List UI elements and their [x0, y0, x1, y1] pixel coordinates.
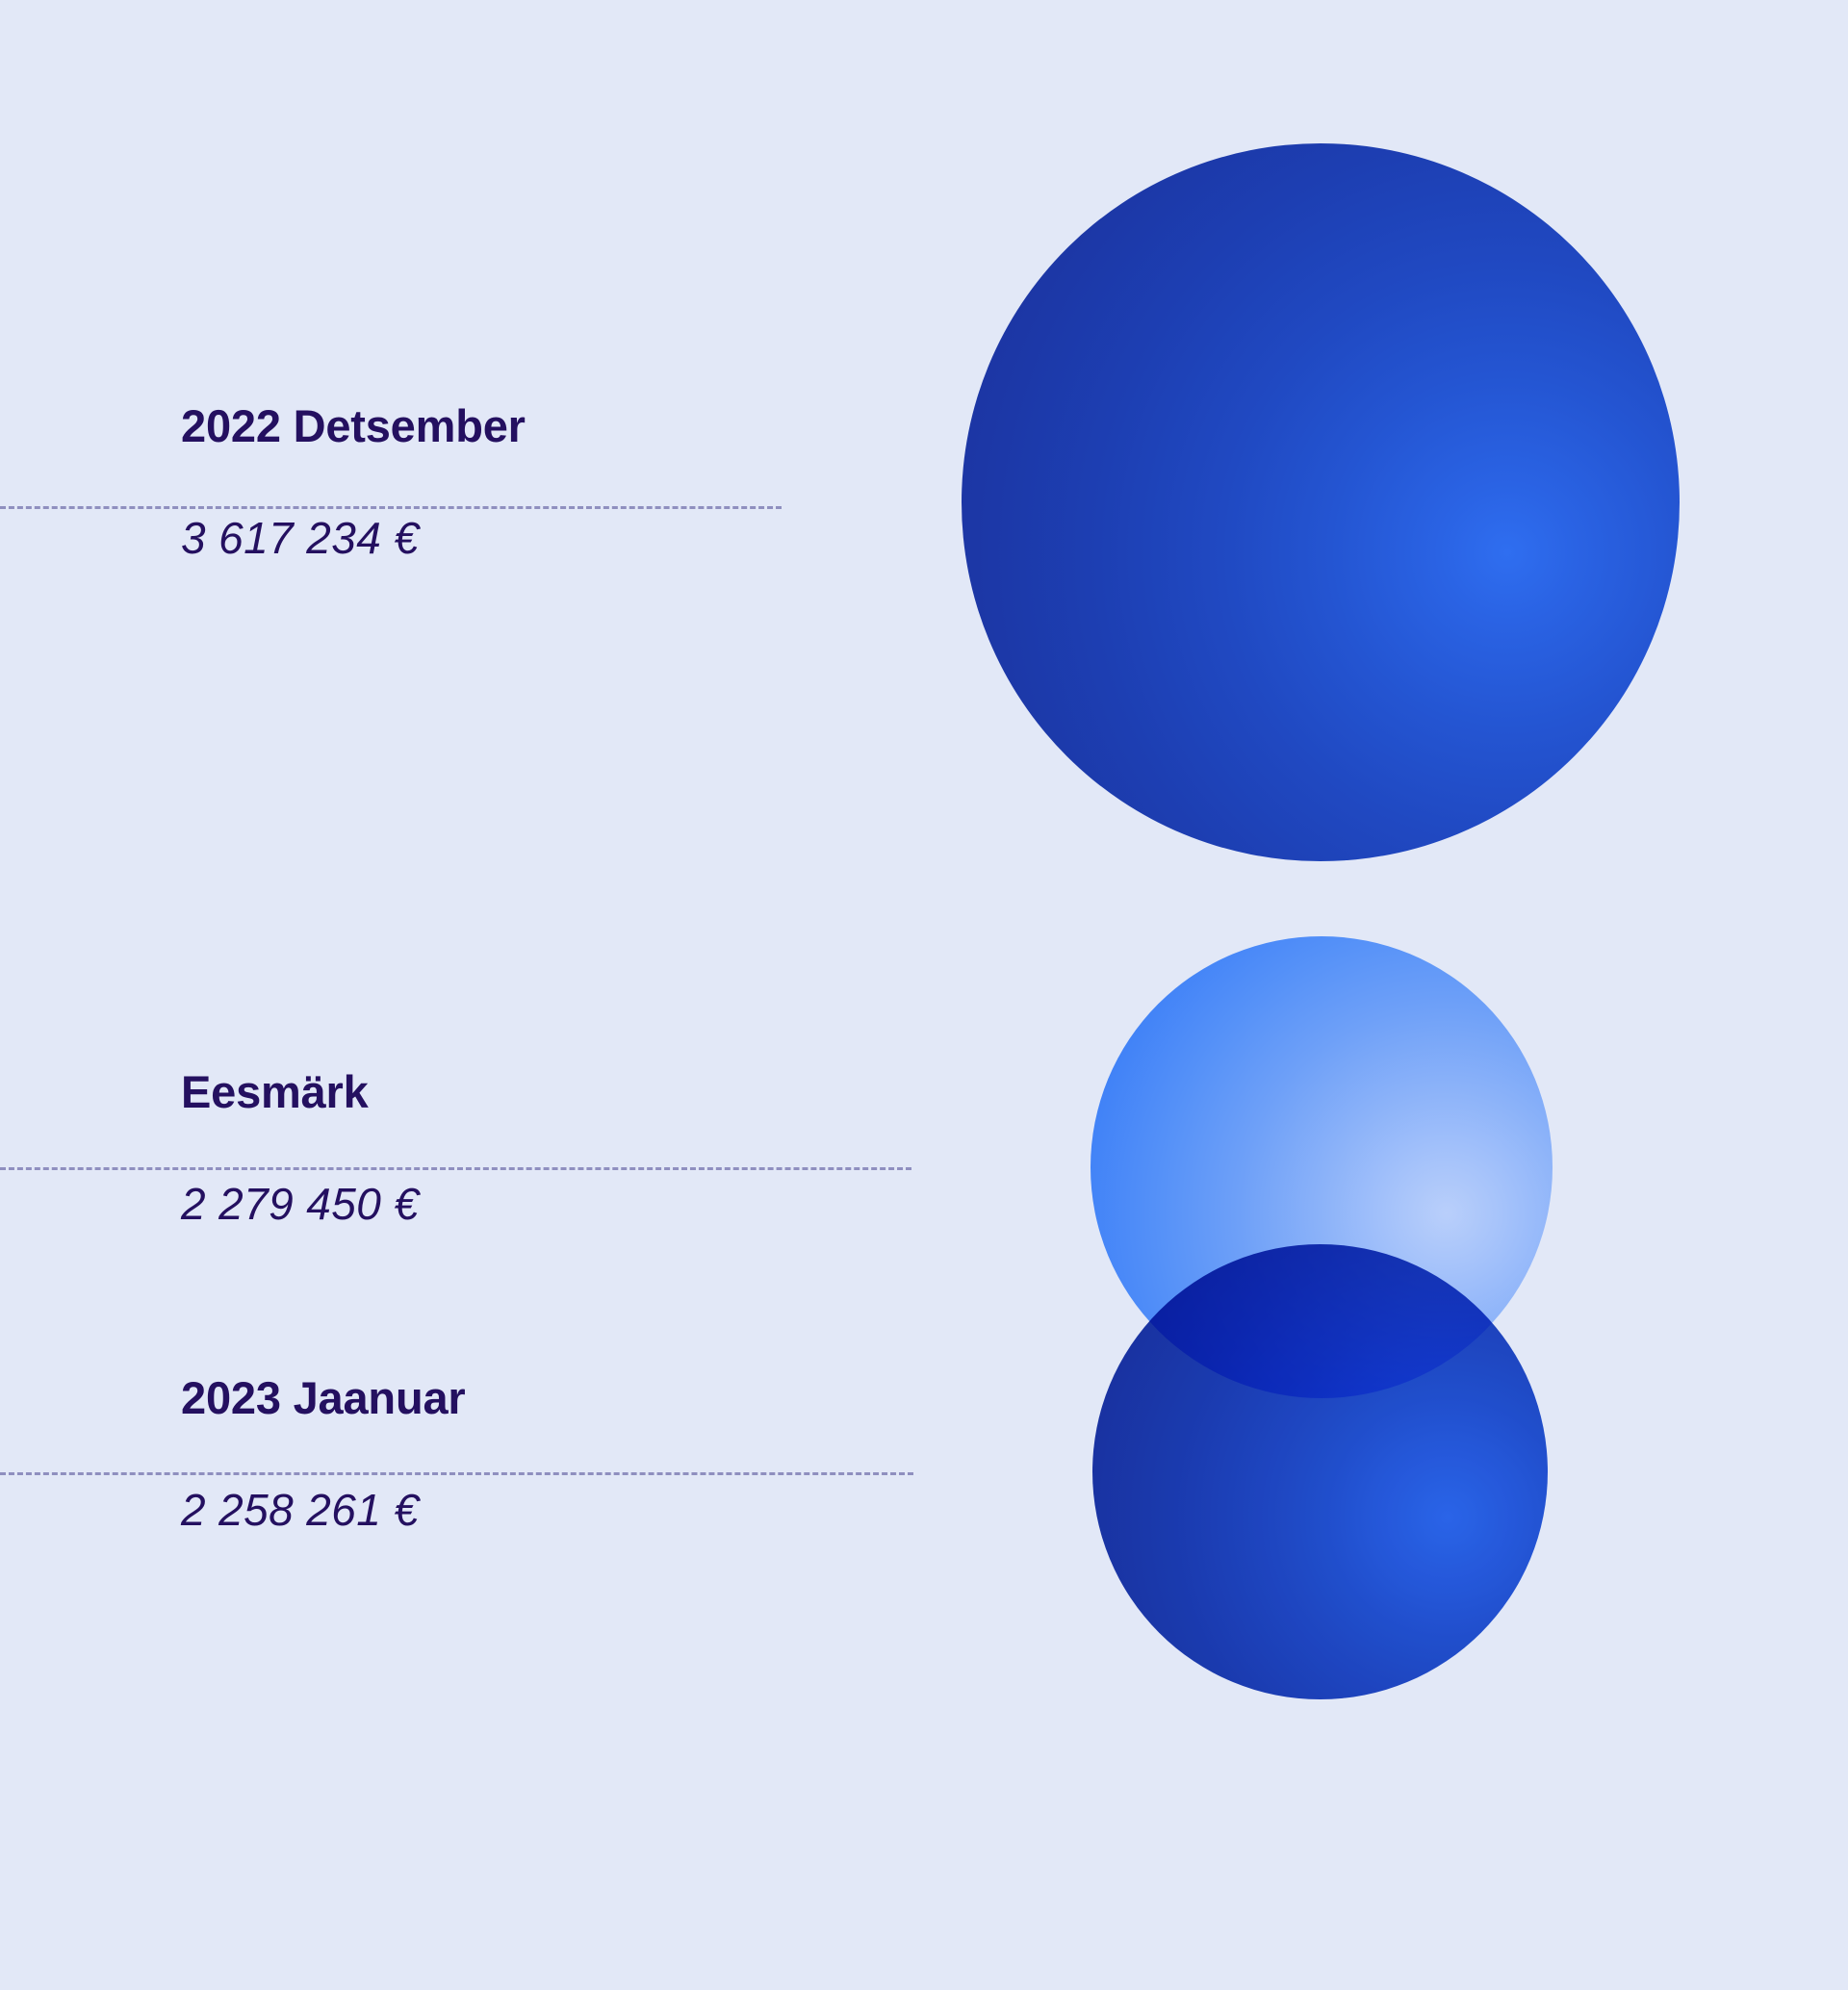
connector-line-eesmark [0, 1167, 911, 1170]
bubble-2023-jaanuar [1092, 1244, 1548, 1699]
bubble-eesmark [1091, 936, 1553, 1398]
label-group-2023-jaanuar: 2023 Jaanuar 2 258 261 € [181, 1372, 466, 1536]
label-value-eesmark: 2 279 450 € [181, 1179, 420, 1230]
label-title-2023-jaanuar: 2023 Jaanuar [181, 1372, 466, 1423]
label-value-2023-jaanuar: 2 258 261 € [181, 1485, 420, 1536]
label-group-eesmark: Eesmärk 2 279 450 € [181, 1068, 419, 1228]
connector-line-2022-detsember [0, 506, 782, 509]
bubble-2022-detsember [962, 143, 1680, 861]
label-title-eesmark: Eesmärk [181, 1066, 369, 1117]
label-title-2022-detsember: 2022 Detsember [181, 400, 526, 451]
label-group-2022-detsember: 2022 Detsember 3 617 234 € [181, 402, 526, 562]
connector-line-2023-jaanuar [0, 1472, 913, 1475]
label-value-2022-detsember: 3 617 234 € [181, 513, 420, 564]
